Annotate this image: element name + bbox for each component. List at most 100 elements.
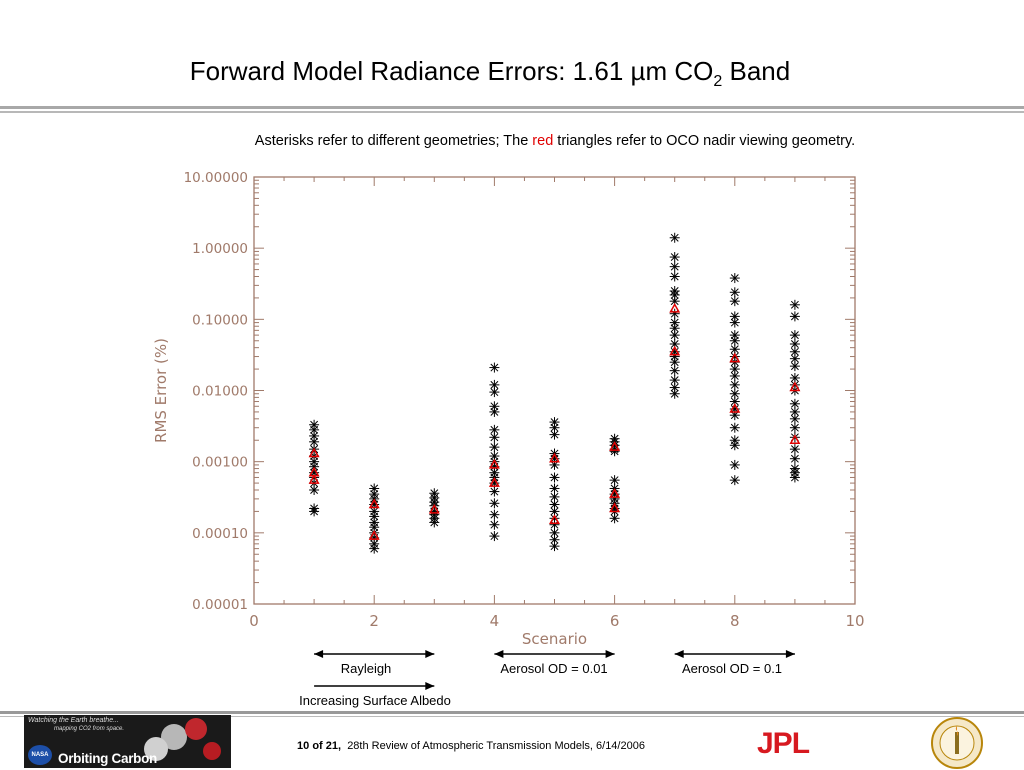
title-main: Forward Model Radiance Errors: 1.61 µm C… (189, 56, 714, 86)
aerosol-001-label: Aerosol OD = 0.01 (500, 661, 608, 676)
nadir-triangle-marker (549, 514, 560, 525)
aerosol-01-arrow-head-left (674, 650, 684, 658)
nasa-logo: NASA (28, 745, 52, 765)
title-subscript: 2 (713, 73, 723, 91)
nadir-triangle-marker (669, 302, 681, 313)
asterisk-marker (489, 498, 500, 509)
asterisk-marker (309, 436, 320, 447)
asterisk-marker (669, 317, 680, 328)
oco-logo: Watching the Earth breathe... mapping CO… (24, 715, 231, 768)
footer-divider-secondary (0, 716, 1024, 717)
asterisk-marker (489, 486, 500, 497)
asterisk-marker (609, 513, 620, 524)
nadir-triangle-marker (669, 345, 681, 356)
asterisk-marker (729, 475, 740, 486)
x-axis-label: Scenario (522, 630, 587, 648)
x-tick-label: 2 (369, 612, 379, 630)
asterisk-marker (309, 484, 320, 495)
y-tick-label: 1.00000 (192, 241, 248, 257)
asterisk-marker (489, 509, 500, 520)
page-total: 21, (325, 740, 342, 752)
albedo-arrow-head-right (425, 682, 435, 690)
asterisk-marker (669, 271, 680, 282)
asterisk-marker (789, 311, 800, 322)
rayleigh-arrow-head-right (425, 650, 435, 658)
asterisk-marker (549, 472, 560, 483)
asterisk-marker (729, 370, 740, 381)
asterisk-marker (489, 531, 500, 542)
y-tick-label: 0.00100 (192, 455, 248, 471)
y-tick-label: 0.10000 (192, 312, 248, 328)
y-tick-label: 0.00001 (192, 597, 248, 613)
aerosol-01-arrow-head-right (785, 650, 795, 658)
asterisk-marker (669, 296, 680, 307)
x-tick-label: 8 (730, 612, 740, 630)
asterisk-marker (669, 330, 680, 341)
asterisk-marker (309, 506, 320, 517)
rayleigh-arrow-head-left (314, 650, 324, 658)
x-tick-label: 4 (490, 612, 500, 630)
x-tick-label: 6 (610, 612, 620, 630)
caption-post: triangles refer to OCO nadir viewing geo… (553, 133, 856, 149)
asterisk-marker (489, 442, 500, 453)
asterisk-marker (489, 519, 500, 530)
asterisk-marker (549, 483, 560, 494)
nadir-triangle-marker (789, 381, 801, 392)
nadir-triangle-marker (549, 452, 560, 463)
nadir-triangle-marker (729, 352, 741, 363)
asterisk-marker (369, 543, 380, 554)
asterisk-marker (609, 475, 620, 486)
title-divider (0, 106, 1024, 109)
oco-logo-graphic (144, 718, 221, 761)
nadir-triangle-marker (368, 530, 380, 540)
asterisk-marker (729, 422, 740, 433)
nadir-triangle-marker (729, 402, 741, 413)
asterisk-marker (549, 499, 560, 510)
asterisk-marker (669, 388, 680, 399)
asterisk-marker (609, 446, 620, 457)
asterisk-marker (729, 317, 740, 328)
asterisk-marker (789, 444, 800, 455)
nadir-triangle-marker (609, 441, 621, 451)
asterisk-marker (789, 299, 800, 310)
logo-tagline-2: mapping CO2 from space. (54, 726, 125, 732)
asterisk-marker (489, 387, 500, 398)
y-tick-label: 10.00000 (184, 170, 248, 186)
caltech-seal-icon (931, 717, 983, 769)
asterisk-marker (489, 362, 500, 373)
asterisk-marker (729, 344, 740, 355)
asterisk-marker (789, 453, 800, 464)
nadir-triangle-marker (308, 474, 320, 484)
y-tick-label: 0.00010 (192, 526, 248, 542)
asterisk-marker (489, 432, 500, 443)
asterisk-marker (549, 541, 560, 552)
asterisk-marker (789, 330, 800, 341)
caption-red-word: red (532, 133, 554, 149)
slide-title: Forward Model Radiance Errors: 1.61 µm C… (0, 56, 980, 91)
asterisk-marker (729, 459, 740, 470)
asterisk-marker (489, 424, 500, 435)
asterisk-marker (729, 440, 740, 451)
nadir-triangle-marker (428, 503, 440, 514)
nadir-triangle-marker (609, 488, 621, 498)
asterisk-marker (729, 273, 740, 284)
rayleigh-label: Rayleigh (340, 661, 392, 676)
aerosol-001-arrow-head-right (605, 650, 615, 658)
x-tick-label: 0 (249, 612, 259, 630)
footer-divider (0, 711, 1024, 714)
logo-name: Orbiting Carbon Observatory (58, 751, 157, 768)
page-number: 10 (297, 740, 310, 752)
nadir-triangle-marker (488, 477, 500, 487)
asterisk-marker (489, 406, 500, 417)
asterisk-marker (429, 517, 440, 528)
title-divider-secondary (0, 111, 1024, 113)
aerosol-001-arrow-head-left (494, 650, 504, 658)
x-tick-label: 10 (845, 612, 864, 630)
asterisk-marker (729, 335, 740, 346)
aerosol-01-label: Aerosol OD = 0.1 (681, 661, 783, 676)
asterisk-marker (669, 232, 680, 243)
title-end: Band (722, 56, 791, 86)
page-of: of (312, 740, 323, 752)
nadir-triangle-marker (368, 498, 380, 509)
asterisk-marker (789, 422, 800, 433)
